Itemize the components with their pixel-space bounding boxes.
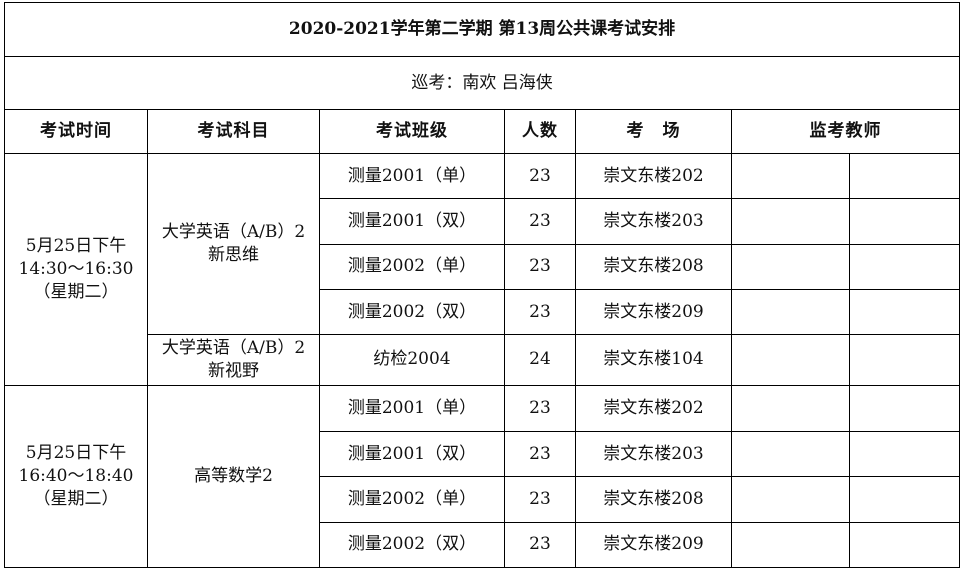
proctor-cell-1 xyxy=(731,476,850,523)
class-cell: 测量2001（单） xyxy=(319,384,505,432)
proctor-cell-2 xyxy=(848,288,961,336)
proctor-cell-1 xyxy=(731,384,850,432)
room-cell: 崇文东楼209 xyxy=(575,288,732,336)
class-cell: 测量2002（单） xyxy=(319,243,505,290)
exam-time-cell: 5月25日下午 14:30～16:30 （星期二） xyxy=(4,153,148,386)
exam-weekday: （星期二） xyxy=(33,281,119,302)
proctor-cell-2 xyxy=(848,334,961,386)
proctor-cell-1 xyxy=(731,430,850,478)
class-cell: 纺检2004 xyxy=(319,334,505,386)
table-row: 测量2001（双） 23 崇文东楼203 xyxy=(5,198,961,245)
header-exam-time: 考试时间 xyxy=(4,108,148,155)
class-cell: 测量2001（单） xyxy=(319,153,505,200)
table-row: 测量2002（双） 23 崇文东楼209 xyxy=(5,521,961,569)
exam-hours: 16:40～18:40 xyxy=(18,465,134,486)
title-row: 2020-2021学年第二学期 第13周公共课考试安排 xyxy=(3,1,961,58)
table-row: 5月25日下午 16:40～18:40 （星期二） 高等数学2 测量2001（单… xyxy=(4,384,961,569)
proctor-cell-2 xyxy=(848,153,961,200)
room-cell: 崇文东楼202 xyxy=(575,384,732,432)
table-row: 大学英语（A/B）2 新视野 纺检2004 24 崇文东楼104 xyxy=(5,334,961,386)
subject-name: 高等数学2 xyxy=(194,465,273,486)
header-proctor: 监考教师 xyxy=(730,108,961,155)
page-title: 2020-2021学年第二学期 第13周公共课考试安排 xyxy=(3,1,961,58)
count-cell: 23 xyxy=(504,430,576,478)
header-class: 考试班级 xyxy=(319,108,505,155)
subject-textbook: 新视野 xyxy=(208,360,259,381)
header-subject: 考试科目 xyxy=(147,108,320,155)
subject-name: 大学英语（A/B）2 xyxy=(161,222,306,243)
room-cell: 崇文东楼203 xyxy=(575,430,732,478)
count-cell: 24 xyxy=(504,334,576,386)
class-cell: 测量2002（双） xyxy=(319,521,505,569)
count-cell: 23 xyxy=(504,476,576,523)
proctor-cell-1 xyxy=(731,334,850,386)
room-cell: 崇文东楼203 xyxy=(575,198,732,245)
exam-hours: 14:30～16:30 xyxy=(18,258,134,279)
proctor-cell-1 xyxy=(731,153,850,200)
exam-date: 5月25日下午 xyxy=(25,235,127,256)
room-cell: 崇文东楼202 xyxy=(575,153,732,200)
count-cell: 23 xyxy=(504,521,576,569)
count-cell: 23 xyxy=(504,243,576,290)
subject-name: 大学英语（A/B）2 xyxy=(161,337,306,358)
table-row: 测量2002（单） 23 崇文东楼208 xyxy=(5,243,961,290)
count-cell: 23 xyxy=(504,288,576,336)
header-row: 考试时间 考试科目 考试班级 人数 考 场 监考教师 xyxy=(4,108,961,155)
room-cell: 崇文东楼208 xyxy=(575,476,732,523)
table-row: 5月25日下午 14:30～16:30 （星期二） 大学英语（A/B）2 新思维… xyxy=(4,153,961,386)
header-room: 考 场 xyxy=(575,108,732,155)
subject-cell: 大学英语（A/B）2 新思维 xyxy=(147,153,320,336)
inspectors-line: 巡考：南欢 吕海侠 xyxy=(3,56,961,110)
proctor-cell-2 xyxy=(848,384,961,432)
class-cell: 测量2001（双） xyxy=(319,198,505,245)
exam-schedule-table: 2020-2021学年第二学期 第13周公共课考试安排 巡考：南欢 吕海侠 考试… xyxy=(3,1,961,569)
proctor-cell-2 xyxy=(848,243,961,290)
count-cell: 23 xyxy=(504,384,576,432)
class-cell: 测量2002（双） xyxy=(319,288,505,336)
subject-cell: 高等数学2 xyxy=(147,384,320,569)
exam-date: 5月25日下午 xyxy=(25,442,127,463)
class-cell: 测量2001（双） xyxy=(319,430,505,478)
proctor-cell-1 xyxy=(731,288,850,336)
proctor-cell-1 xyxy=(731,521,850,569)
proctor-cell-1 xyxy=(731,198,850,245)
header-count: 人数 xyxy=(504,108,576,155)
room-cell: 崇文东楼208 xyxy=(575,243,732,290)
proctor-cell-2 xyxy=(848,521,961,569)
proctor-cell-2 xyxy=(848,430,961,478)
table-row: 测量2002（双） 23 崇文东楼209 xyxy=(5,288,961,336)
count-cell: 23 xyxy=(504,198,576,245)
class-cell: 测量2002（单） xyxy=(319,476,505,523)
room-cell: 崇文东楼209 xyxy=(575,521,732,569)
count-cell: 23 xyxy=(504,153,576,200)
proctor-cell-2 xyxy=(848,198,961,245)
exam-time-cell: 5月25日下午 16:40～18:40 （星期二） xyxy=(4,384,148,569)
proctor-cell-1 xyxy=(731,243,850,290)
exam-weekday: （星期二） xyxy=(33,488,119,509)
subject-cell: 大学英语（A/B）2 新视野 xyxy=(147,334,320,386)
inspector-row: 巡考：南欢 吕海侠 xyxy=(3,56,961,110)
proctor-cell-2 xyxy=(848,476,961,523)
subject-textbook: 新思维 xyxy=(208,245,259,266)
room-cell: 崇文东楼104 xyxy=(575,334,732,386)
